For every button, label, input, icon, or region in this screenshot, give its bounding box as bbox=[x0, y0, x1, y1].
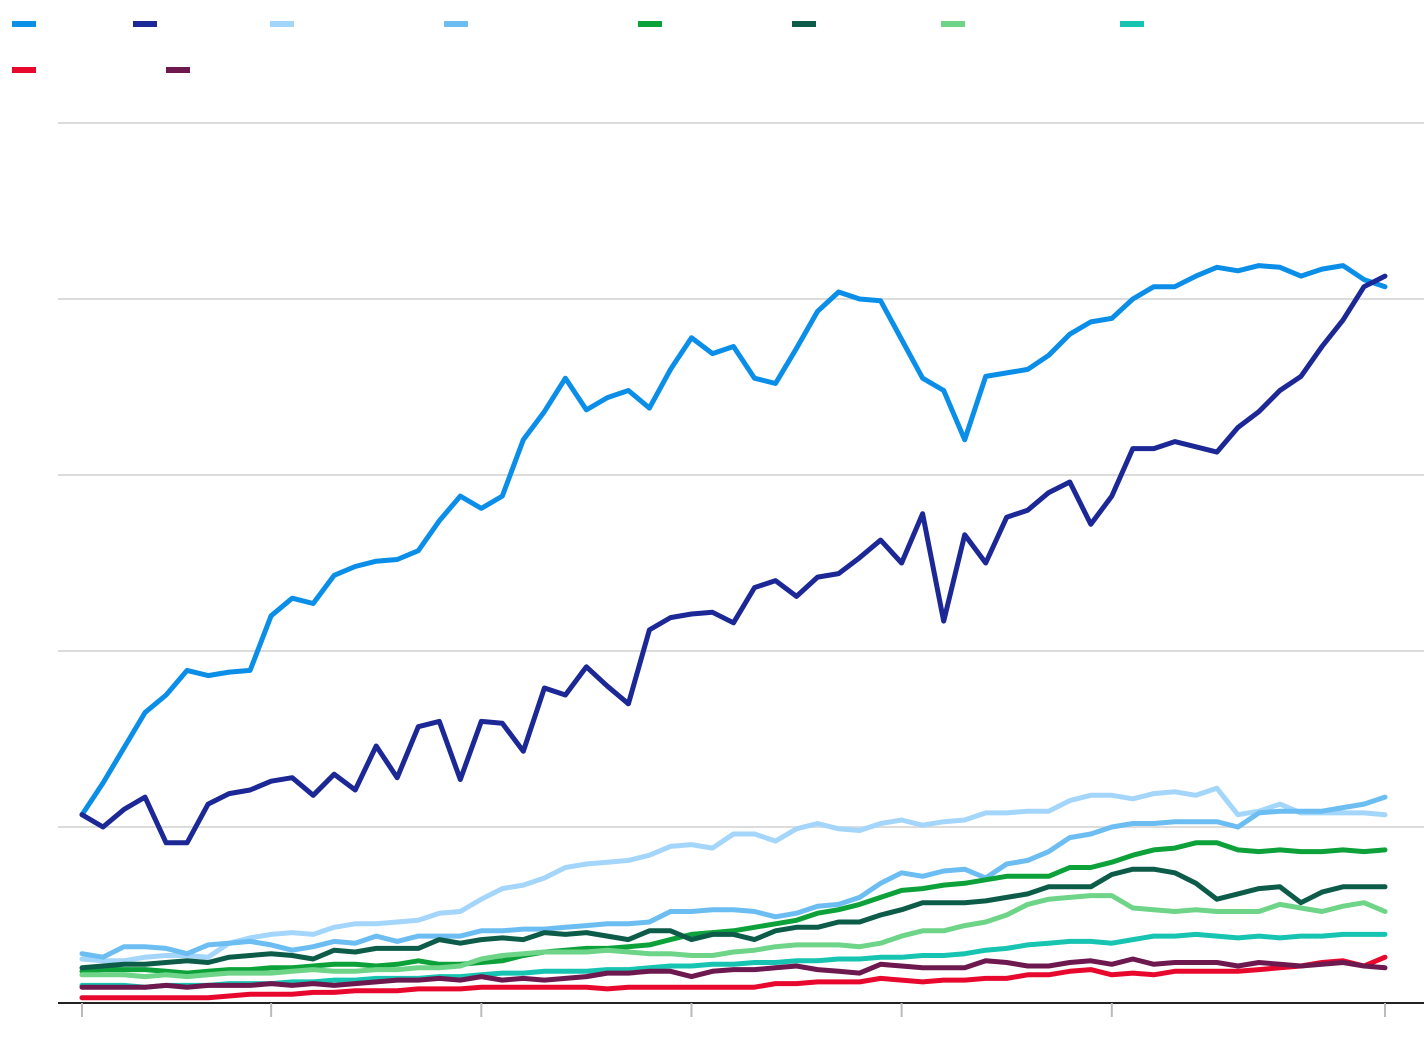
legend bbox=[12, 21, 1144, 73]
series-lines bbox=[79, 263, 1388, 1001]
series-line-6 bbox=[79, 866, 1388, 971]
series-line-4 bbox=[79, 794, 1388, 960]
legend-swatch-7 bbox=[941, 21, 965, 27]
legend-swatch-3 bbox=[270, 21, 294, 27]
series-line-2 bbox=[79, 273, 1388, 846]
series-line-5 bbox=[79, 840, 1388, 976]
legend-swatch-8 bbox=[1120, 21, 1144, 27]
series-line-9 bbox=[79, 954, 1388, 1001]
series-line-1 bbox=[79, 263, 1388, 818]
series-line-7 bbox=[79, 893, 1388, 980]
legend-swatch-1 bbox=[12, 21, 36, 27]
series-line-3 bbox=[79, 785, 1388, 964]
x-axis bbox=[58, 1002, 1424, 1017]
series-line-8 bbox=[79, 931, 1388, 990]
gridlines bbox=[58, 122, 1424, 828]
series-line-10 bbox=[79, 956, 1388, 990]
legend-swatch-4 bbox=[444, 21, 468, 27]
legend-swatch-6 bbox=[792, 21, 816, 27]
legend-swatch-2 bbox=[133, 21, 157, 27]
legend-swatch-9 bbox=[12, 67, 36, 73]
legend-swatch-5 bbox=[638, 21, 662, 27]
legend-swatch-10 bbox=[166, 67, 190, 73]
